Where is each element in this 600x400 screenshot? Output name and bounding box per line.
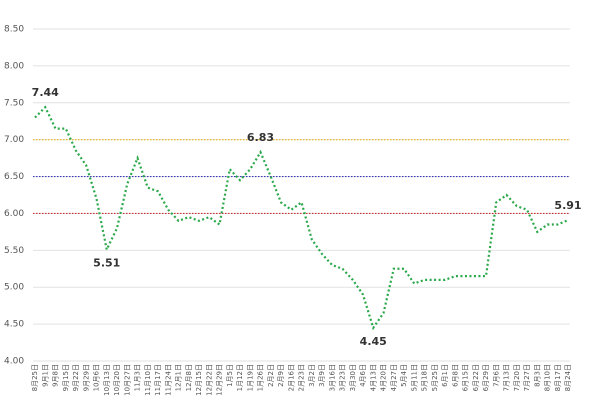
x-tick-label: 5月4日 [400,364,408,387]
x-tick-label: 9月1日 [41,364,49,387]
x-tick-label: 6月1日 [441,364,449,387]
x-tick-label: 2月2日 [267,364,275,387]
x-tick-label: 8月25日 [31,364,39,391]
y-tick-label: 8.00 [4,61,24,71]
x-tick-label: 10月6日 [93,364,101,391]
x-tick-label: 1月19日 [246,364,254,391]
x-tick-label: 4月27日 [390,364,398,391]
x-tick-label: 3月2日 [308,364,316,387]
y-tick-label: 6.50 [4,172,24,182]
x-tick-label: 4月13日 [369,364,377,391]
x-tick-label: 2月16日 [287,364,295,391]
y-tick-label: 4.50 [4,320,24,330]
x-tick-label: 2月9日 [277,364,285,387]
x-tick-label: 12月15日 [195,364,203,396]
y-tick-label: 4.00 [4,357,24,367]
x-tick-label: 9月29日 [82,364,90,391]
value-label: 5.51 [93,257,120,270]
value-label: 7.44 [32,86,59,99]
y-tick-label: 5.00 [4,283,24,293]
x-tick-label: 3月16日 [328,364,336,391]
x-tick-label: 7月6日 [492,364,500,387]
x-tick-label: 6月22日 [472,364,480,391]
x-tick-label: 6月15日 [462,364,470,391]
value-label: 5.91 [554,199,581,212]
x-tick-label: 10月13日 [103,364,111,396]
x-tick-label: 9月15日 [62,364,70,391]
x-tick-label: 3月23日 [339,364,347,391]
x-tick-label: 6月29日 [482,364,490,391]
x-tick-label: 7月20日 [513,364,521,391]
x-tick-label: 3月30日 [349,364,357,391]
x-tick-label: 11月17日 [154,364,162,396]
data-line [34,105,569,331]
x-tick-label: 10月27日 [123,364,131,396]
x-tick-label: 12月8日 [185,364,193,391]
x-tick-label: 1月26日 [257,364,265,391]
x-tick-label: 5月25日 [431,364,439,391]
x-tick-label: 4月20日 [380,364,388,391]
x-tick-label: 12月29日 [216,364,224,396]
x-tick-label: 8月3日 [533,364,541,387]
y-tick-label: 8.50 [4,25,24,35]
x-tick-label: 8月10日 [544,364,552,391]
x-tick-label: 11月24日 [164,364,172,396]
x-tick-label: 9月8日 [52,364,60,387]
y-tick-label: 6.00 [4,209,24,219]
x-tick-label: 5月11日 [410,364,418,391]
x-tick-label: 8月17日 [554,364,562,391]
x-tick-label: 11月10日 [144,364,152,396]
x-tick-label: 10月20日 [113,364,121,396]
y-tick-label: 5.50 [4,246,24,256]
x-tick-label: 1月12日 [236,364,244,391]
value-label: 6.83 [247,131,274,144]
x-tick-label: 9月22日 [72,364,80,391]
x-tick-label: 5月18日 [421,364,429,391]
x-tick-label: 12月22日 [205,364,213,396]
y-tick-label: 7.50 [4,98,24,108]
x-tick-label: 1月5日 [226,364,234,387]
x-tick-label: 7月13日 [503,364,511,391]
x-tick-label: 2月23日 [298,364,306,391]
y-tick-label: 7.00 [4,135,24,145]
x-tick-label: 6月8日 [451,364,459,387]
x-tick-label: 3月9日 [318,364,326,387]
x-tick-label: 4月6日 [359,364,367,387]
value-label: 4.45 [360,335,387,348]
x-tick-label: 7月27日 [523,364,531,391]
x-tick-label: 12月1日 [175,364,183,391]
x-tick-label: 8月24日 [564,364,572,391]
x-tick-label: 11月3日 [134,364,142,391]
